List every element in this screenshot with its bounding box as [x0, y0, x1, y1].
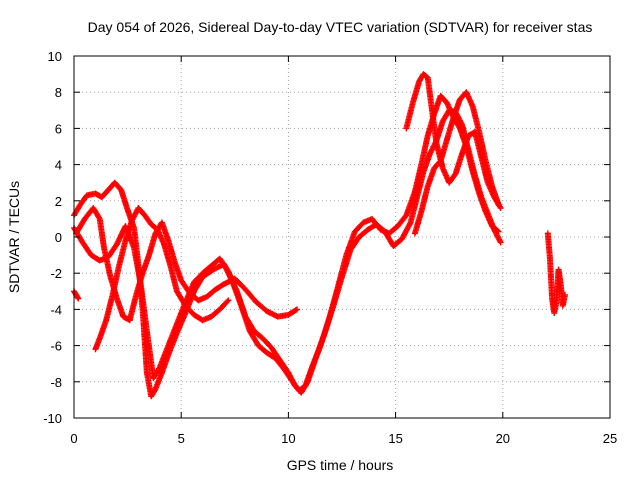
y-tick-label: -4: [50, 302, 62, 317]
data-point: [293, 306, 300, 313]
series-track-g: [544, 230, 568, 317]
x-axis-label: GPS time / hours: [287, 457, 394, 473]
x-tick-label: 10: [281, 431, 295, 446]
data-point: [497, 239, 504, 246]
y-tick-label: 10: [48, 49, 62, 64]
series-track-e: [403, 71, 504, 212]
data-point: [561, 291, 568, 298]
y-tick-label: 6: [55, 121, 62, 136]
y-tick-label: -6: [50, 339, 62, 354]
y-tick-label: 2: [55, 194, 62, 209]
data-point: [292, 307, 299, 314]
axis-ticks: 0 5 10 15 20 25 -10 -8 -6 -4 -2 0 2 4 6 8 10: [43, 49, 617, 446]
data-point: [225, 297, 232, 304]
y-tick-label: -8: [50, 375, 62, 390]
data-point: [497, 205, 504, 212]
x-tick-label: 15: [388, 431, 402, 446]
data-point: [74, 294, 81, 301]
data-point: [224, 298, 231, 305]
x-tick-label: 5: [178, 431, 185, 446]
series-track-d: [92, 205, 232, 353]
x-tick-label: 0: [70, 431, 77, 446]
y-axis-label: SDTVAR / TECUs: [6, 181, 22, 293]
y-tick-label: -10: [43, 411, 62, 426]
data-point: [495, 201, 502, 208]
series-track-c: [73, 205, 300, 324]
x-tick-label: 20: [496, 431, 510, 446]
series-track-f: [411, 89, 502, 237]
data-point: [75, 295, 82, 302]
data-marks: [71, 71, 568, 400]
x-tick-label: 25: [603, 431, 617, 446]
chart-title: Day 054 of 2026, Sidereal Day-to-day VTE…: [88, 19, 593, 35]
y-tick-label: 8: [55, 85, 62, 100]
y-tick-label: 4: [55, 158, 62, 173]
y-tick-label: -2: [50, 266, 62, 281]
y-tick-label: 0: [55, 230, 62, 245]
